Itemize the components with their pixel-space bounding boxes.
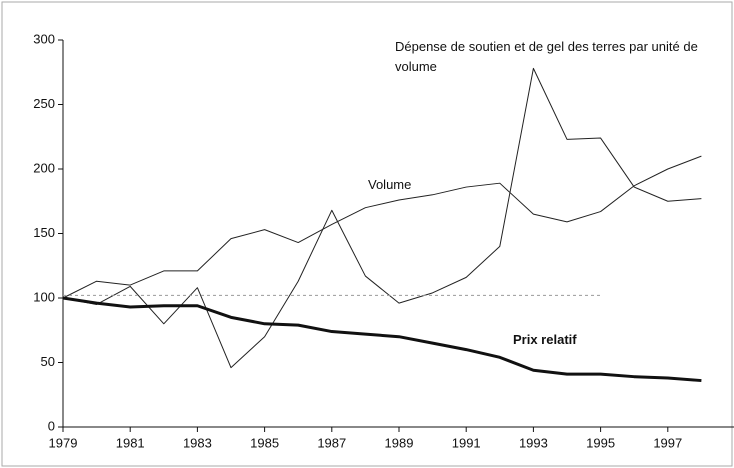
series-label: Volume — [368, 177, 412, 192]
series-label: Dépense de soutien et de gel des terres … — [395, 39, 698, 74]
series-line — [62, 296, 702, 383]
y-tick-label: 150 — [33, 225, 55, 240]
x-tick-label: 1983 — [183, 435, 212, 450]
x-tick-label: 1995 — [586, 435, 615, 450]
y-tick-label: 100 — [33, 289, 55, 304]
x-tick-label: 1991 — [452, 435, 481, 450]
x-tick-label: 1987 — [317, 435, 346, 450]
y-tick-label: 200 — [33, 160, 55, 175]
x-tick-label: 1985 — [250, 435, 279, 450]
series-label: Prix relatif — [513, 332, 577, 347]
y-tick-label: 0 — [48, 418, 55, 433]
y-tick-label: 50 — [41, 354, 55, 369]
x-tick-label: 1989 — [385, 435, 414, 450]
y-tick-label: 300 — [33, 31, 55, 46]
y-tick-label: 250 — [33, 96, 55, 111]
x-tick-label: 1993 — [519, 435, 548, 450]
x-tick-label: 1979 — [49, 435, 78, 450]
series-line — [62, 67, 702, 369]
x-tick-label: 1997 — [653, 435, 682, 450]
x-tick-label: 1981 — [116, 435, 145, 450]
series-line — [62, 155, 702, 299]
